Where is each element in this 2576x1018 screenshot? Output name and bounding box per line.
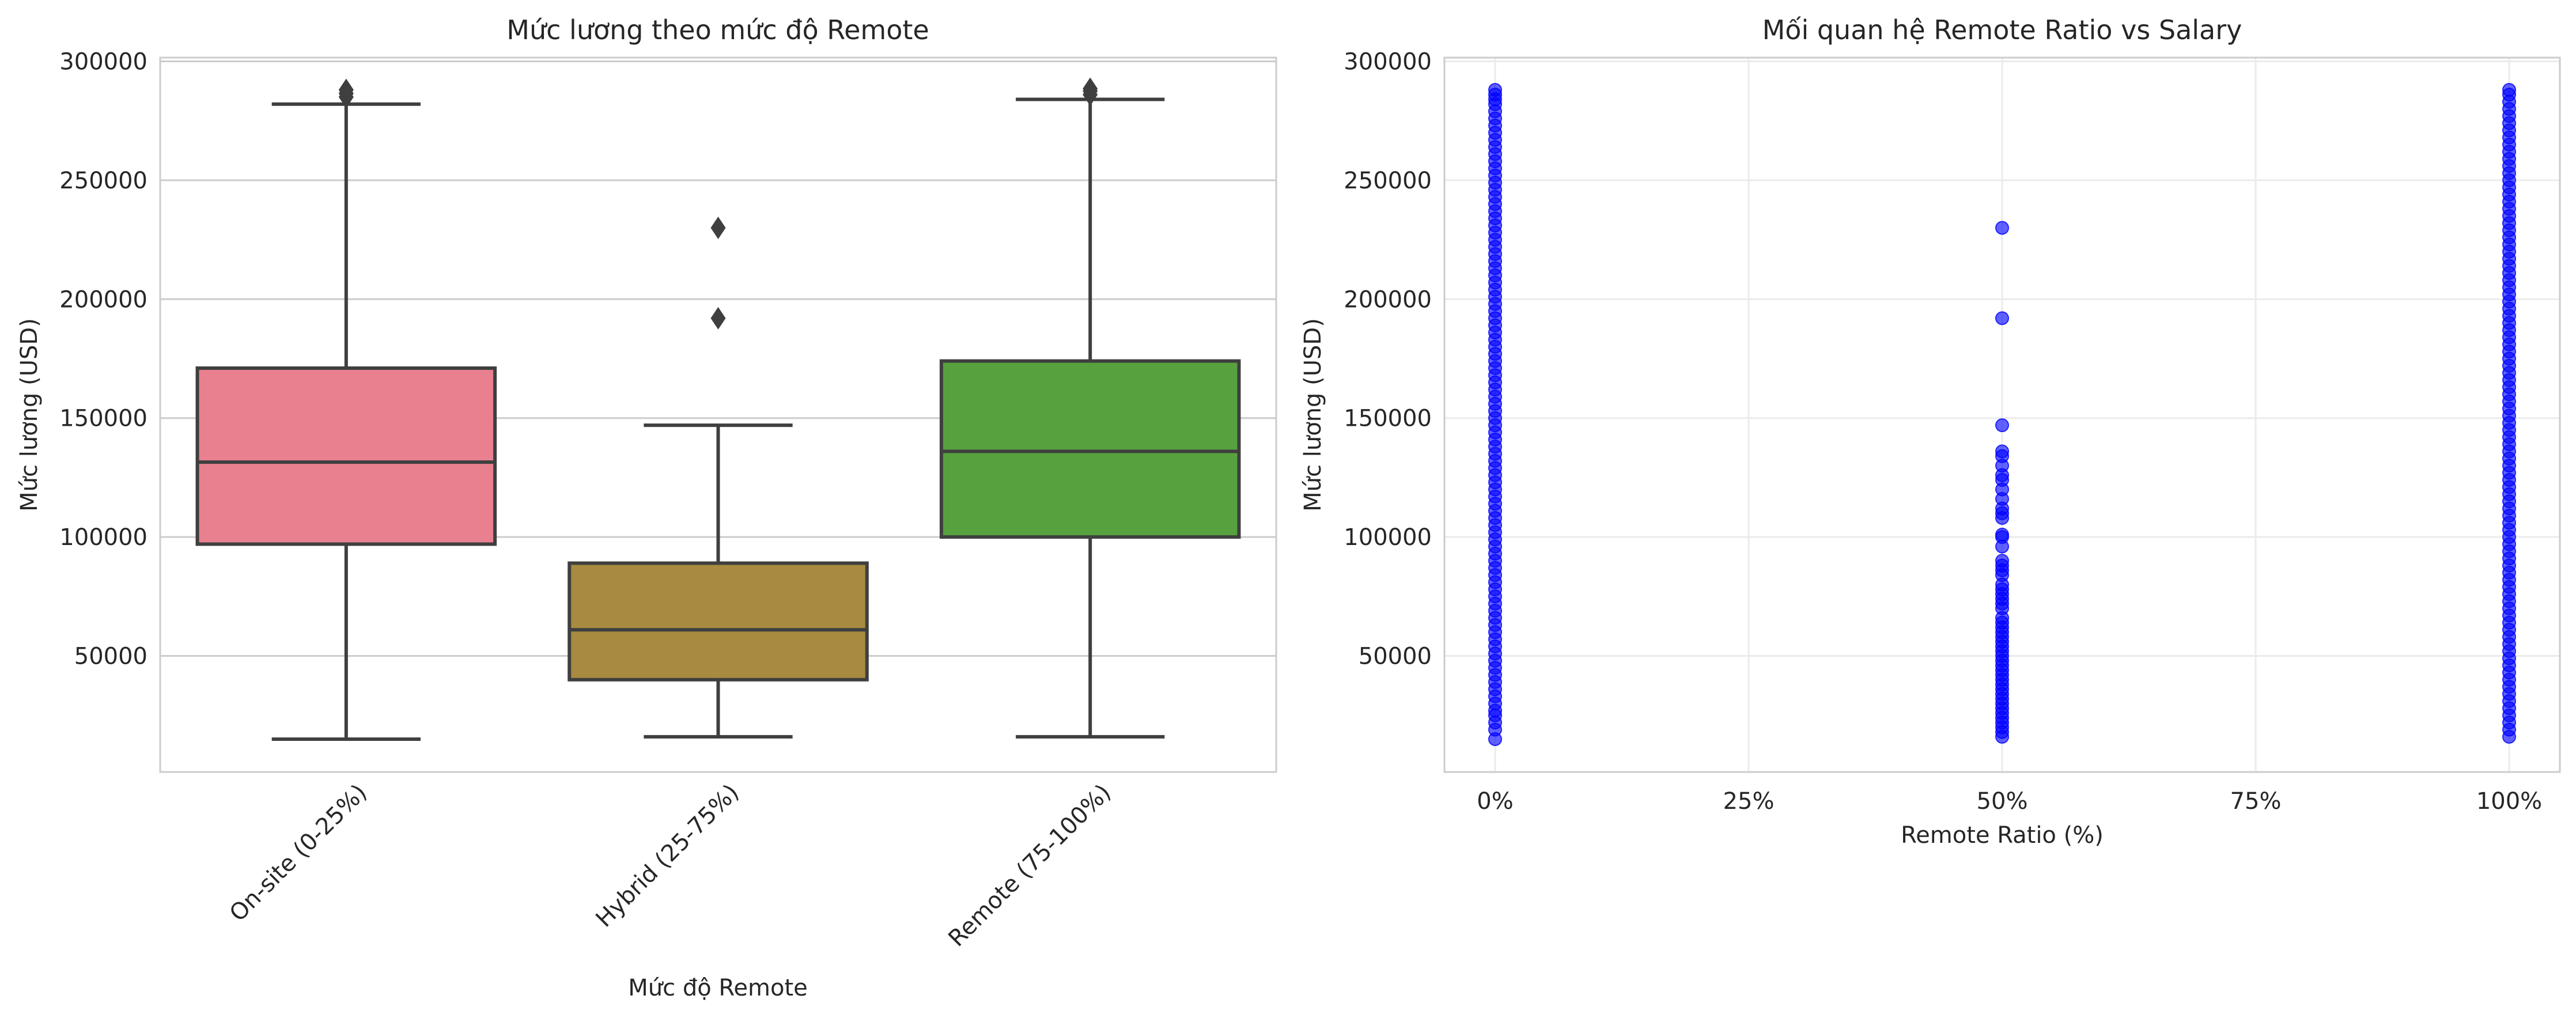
scatter-panel: 50000 100000 150000 200000 250000 300000 0% 25… bbox=[1300, 14, 2561, 849]
boxplot-frame bbox=[159, 56, 1277, 773]
scatter-points bbox=[1488, 83, 2516, 746]
boxplot-outlier bbox=[338, 78, 354, 101]
boxplot-y-tick-label: 50000 bbox=[74, 644, 147, 670]
boxplot-title: Mức lương theo mức độ Remote bbox=[506, 14, 929, 46]
scatter-point bbox=[1995, 418, 2009, 433]
scatter-y-tick-label: 150000 bbox=[1344, 406, 1432, 432]
boxplot-y-tick-label: 250000 bbox=[59, 168, 147, 194]
scatter-y-tick-label: 50000 bbox=[1359, 644, 1432, 670]
scatter-x-tick-labels: 0% 25% 50% 75% 100% bbox=[1477, 788, 2542, 815]
scatter-x-tick-label: 0% bbox=[1477, 788, 1513, 815]
scatter-point bbox=[1995, 444, 2009, 459]
boxplot-y-tick-label: 100000 bbox=[59, 524, 147, 551]
boxplot-outlier bbox=[1083, 77, 1098, 100]
scatter-point bbox=[1995, 527, 2009, 542]
scatter-x-tick-label: 100% bbox=[2476, 788, 2542, 815]
boxplot-boxes bbox=[195, 77, 1241, 741]
boxplot-y-tick-label: 300000 bbox=[59, 49, 147, 75]
scatter-y-tick-label: 200000 bbox=[1344, 286, 1432, 313]
boxplot-y-axis-label: Mức lương (USD) bbox=[16, 318, 43, 512]
scatter-x-tick-label: 75% bbox=[2230, 788, 2282, 815]
scatter-point bbox=[1995, 554, 2009, 568]
scatter-point bbox=[1995, 221, 2009, 235]
scatter-x-axis-label: Remote Ratio (%) bbox=[1901, 822, 2104, 849]
boxplot-outlier bbox=[710, 216, 726, 239]
boxplot-y-tick-label: 150000 bbox=[59, 406, 147, 432]
scatter-y-axis-label: Mức lương (USD) bbox=[1300, 318, 1326, 512]
scatter-y-tick-label: 300000 bbox=[1344, 49, 1432, 75]
boxplot-x-axis-label: Mức độ Remote bbox=[628, 975, 807, 1001]
boxplot-y-tick-label: 200000 bbox=[59, 286, 147, 313]
boxplot-outlier bbox=[710, 306, 726, 330]
scatter-x-tick-label: 25% bbox=[1723, 788, 1775, 815]
boxplot-y-tick-labels: 50000 100000 150000 200000 250000 300000 bbox=[59, 49, 147, 670]
boxplot-box bbox=[195, 366, 497, 546]
boxplot-box bbox=[568, 561, 869, 682]
scatter-title: Mối quan hệ Remote Ratio vs Salary bbox=[1762, 14, 2242, 46]
scatter-y-tick-label: 100000 bbox=[1344, 524, 1432, 551]
scatter-point bbox=[1488, 83, 1502, 97]
scatter-y-tick-label: 250000 bbox=[1344, 168, 1432, 194]
scatter-frame bbox=[1443, 56, 2561, 773]
boxplot-box bbox=[939, 359, 1241, 539]
scatter-point bbox=[1995, 311, 2009, 326]
scatter-point bbox=[2502, 83, 2516, 97]
scatter-x-tick-label: 50% bbox=[1977, 788, 2028, 815]
scatter-y-tick-labels: 50000 100000 150000 200000 250000 300000 bbox=[1344, 49, 1432, 670]
